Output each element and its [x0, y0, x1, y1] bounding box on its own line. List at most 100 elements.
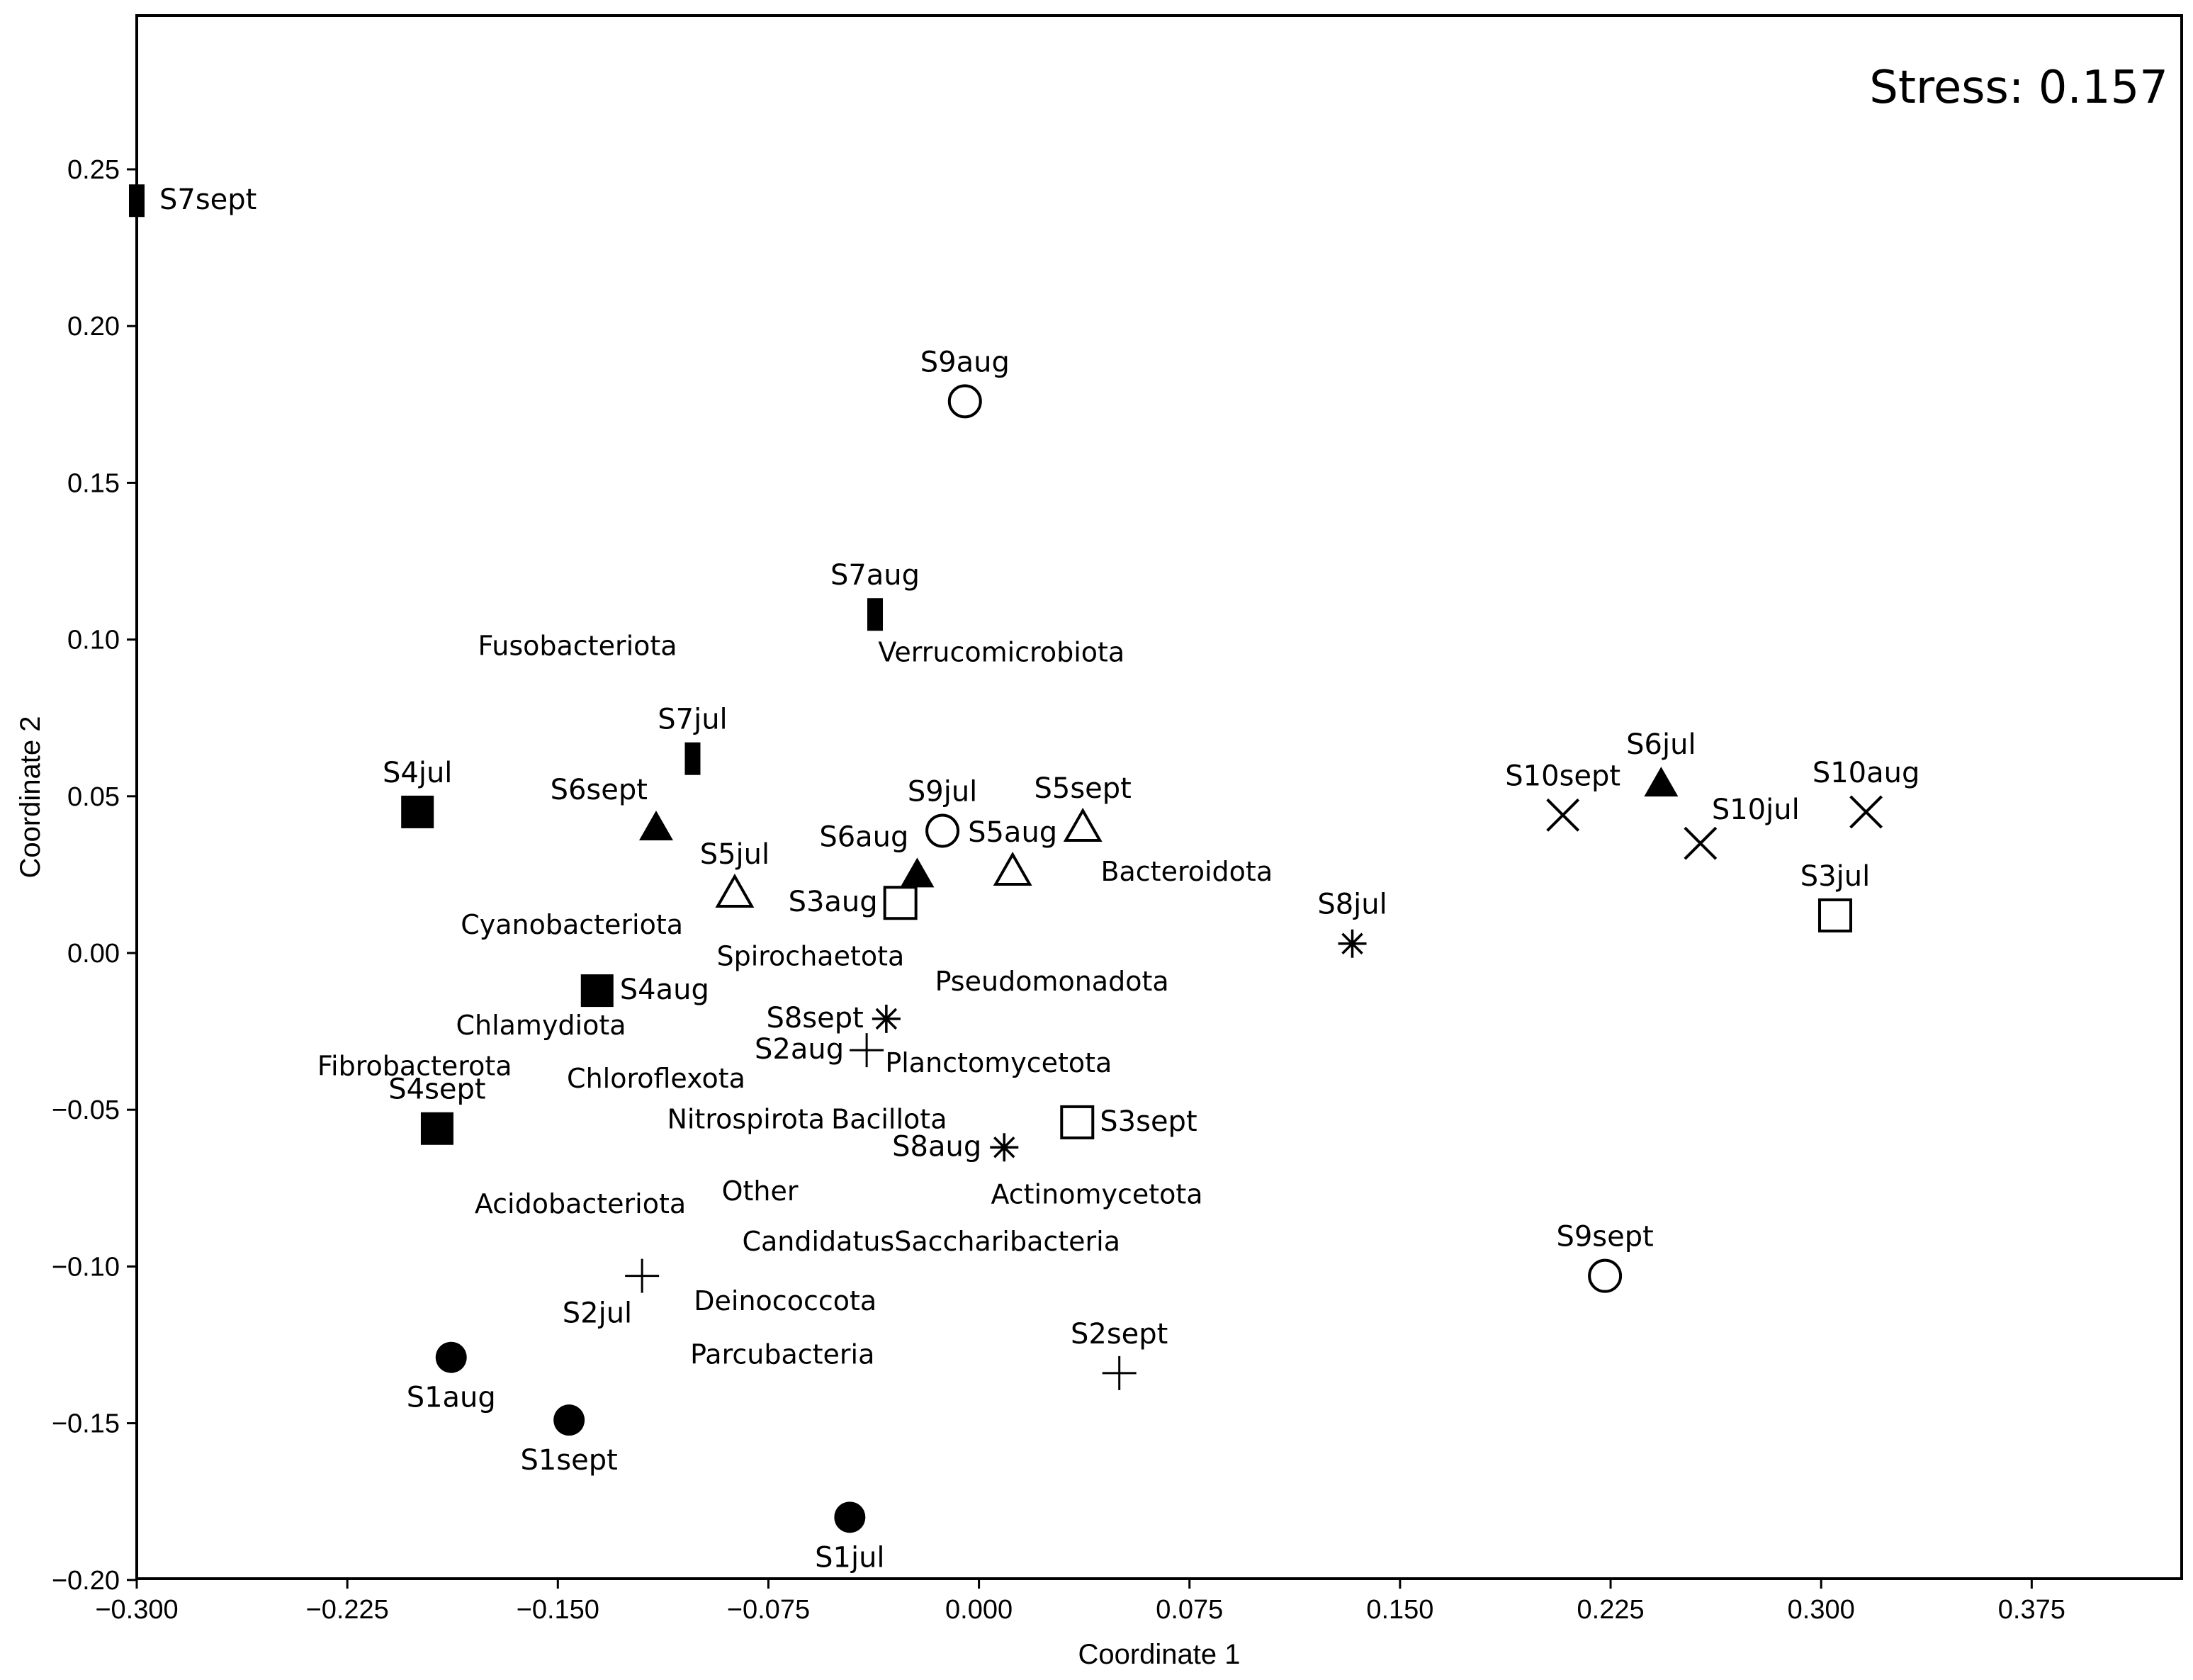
variable-label: Nitrospirota	[667, 1103, 825, 1134]
sample-marker	[1684, 826, 1718, 860]
y-tick-label: −0.10	[52, 1252, 120, 1282]
variable-label: Parcubacteria	[690, 1338, 874, 1370]
sample-marker	[401, 795, 434, 828]
sample-label: S5aug	[968, 816, 1057, 849]
y-tick-label: 0.00	[67, 939, 120, 969]
sample-marker	[925, 813, 960, 848]
x-tick-label: 0.300	[1788, 1595, 1855, 1625]
y-tick-label: 0.05	[67, 782, 120, 812]
sample-label: S2jul	[563, 1297, 632, 1330]
sample-label: S3aug	[789, 886, 878, 918]
x-tick-label: −0.075	[727, 1595, 810, 1625]
sample-label: S6aug	[819, 821, 908, 853]
sample-marker	[1060, 1105, 1095, 1139]
x-tick-label: −0.150	[517, 1595, 599, 1625]
sample-label: S10aug	[1813, 757, 1920, 789]
stress-label: Stress: 0.157	[1869, 62, 2168, 114]
variable-label: Verrucomicrobiota	[878, 636, 1124, 667]
variable-label: Actinomycetota	[991, 1179, 1202, 1210]
variable-labels: Fusobacteriota Verrucomicrobiota Bacteroid…	[317, 630, 1273, 1370]
variable-label: Fusobacteriota	[478, 630, 677, 661]
sample-marker	[625, 1258, 660, 1293]
sample-marker	[990, 1133, 1019, 1162]
variable-label: Cyanobacteriota	[461, 909, 683, 940]
x-tick-label: 0.375	[1998, 1595, 2065, 1625]
variable-label: Planctomycetota	[885, 1047, 1112, 1078]
sample-points: S1aug S1sept S1jul S2jul S2aug S2sept S3jul S3a…	[129, 184, 1919, 1574]
sample-marker	[1849, 795, 1883, 829]
sample-marker	[1588, 1258, 1623, 1293]
sample-marker	[1338, 929, 1367, 958]
sample-marker	[1644, 767, 1679, 797]
variable-label: Spirochaetota	[716, 940, 904, 971]
sample-marker	[883, 886, 918, 920]
x-axis-ticks: −0.300 −0.225 −0.150 −0.075 0.000 0.075 0.150 0…	[95, 1579, 2065, 1625]
sample-marker	[834, 1501, 866, 1533]
sample-marker	[420, 1112, 453, 1145]
y-tick-label: 0.10	[67, 626, 120, 655]
sample-label: S1jul	[815, 1541, 884, 1574]
sample-label: S3sept	[1100, 1105, 1197, 1138]
sample-label: S10sept	[1505, 760, 1620, 792]
sample-label: S8sept	[766, 1002, 863, 1035]
sample-marker	[947, 384, 982, 419]
x-tick-label: 0.000	[945, 1595, 1013, 1625]
x-tick-label: 0.150	[1366, 1595, 1433, 1625]
y-tick-label: 0.25	[67, 155, 120, 185]
sample-label: S6jul	[1626, 728, 1696, 761]
sample-marker	[1063, 808, 1103, 842]
sample-marker	[872, 1004, 901, 1033]
sample-marker	[580, 974, 614, 1008]
variable-label: Acidobacteriota	[475, 1188, 686, 1219]
y-tick-label: 0.15	[67, 468, 120, 498]
x-tick-label: 0.225	[1577, 1595, 1645, 1625]
sample-marker	[553, 1404, 585, 1436]
y-tick-label: −0.15	[52, 1409, 120, 1439]
y-tick-label: −0.20	[52, 1566, 120, 1596]
variable-label: CandidatusSaccharibacteria	[742, 1226, 1120, 1257]
variable-label: Chloroflexota	[567, 1063, 745, 1094]
variable-label: Deinococcota	[694, 1285, 876, 1317]
sample-marker	[900, 857, 935, 888]
sample-marker	[715, 873, 755, 908]
variable-label: Chlamydiota	[456, 1010, 626, 1041]
sample-label: S2sept	[1071, 1318, 1168, 1351]
sample-marker	[129, 184, 145, 218]
x-tick-label: −0.300	[95, 1595, 178, 1625]
x-tick-label: 0.075	[1156, 1595, 1223, 1625]
sample-label: S7aug	[830, 559, 920, 592]
sample-label: S6sept	[551, 774, 648, 806]
sample-label: S4jul	[383, 757, 452, 789]
sample-label: S5jul	[700, 838, 769, 871]
sample-marker	[435, 1341, 467, 1373]
variable-label: Bacillota	[831, 1103, 947, 1134]
sample-label: S9jul	[908, 775, 977, 808]
sample-label: S2aug	[755, 1033, 844, 1066]
sample-label: S9aug	[920, 346, 1010, 378]
x-tick-label: −0.225	[306, 1595, 389, 1625]
sample-label: S4sept	[388, 1073, 485, 1106]
sample-label: S8jul	[1317, 889, 1387, 921]
sample-marker	[638, 811, 673, 841]
x-axis-title: Coordinate 1	[1078, 1639, 1240, 1670]
sample-label: S1aug	[407, 1382, 496, 1414]
sample-label: S5sept	[1035, 772, 1132, 805]
sample-marker	[850, 1033, 884, 1068]
y-tick-label: −0.05	[52, 1095, 120, 1125]
sample-label: S10jul	[1712, 794, 1800, 826]
variable-label: Bacteroidota	[1100, 856, 1273, 887]
variable-label: Pseudomonadota	[935, 966, 1169, 997]
sample-marker	[1102, 1355, 1137, 1390]
variable-label: Other	[722, 1176, 799, 1207]
sample-label: S1sept	[520, 1444, 617, 1477]
variable-label: Fibrobacterota	[317, 1050, 512, 1081]
sample-marker	[1546, 798, 1580, 832]
sample-label: S3jul	[1800, 860, 1870, 893]
y-tick-label: 0.20	[67, 312, 120, 342]
sample-label: S7jul	[658, 704, 727, 736]
sample-label: S9sept	[1556, 1221, 1653, 1253]
sample-label: S8aug	[892, 1130, 981, 1163]
sample-marker	[993, 851, 1032, 886]
sample-label: S7sept	[159, 184, 256, 216]
